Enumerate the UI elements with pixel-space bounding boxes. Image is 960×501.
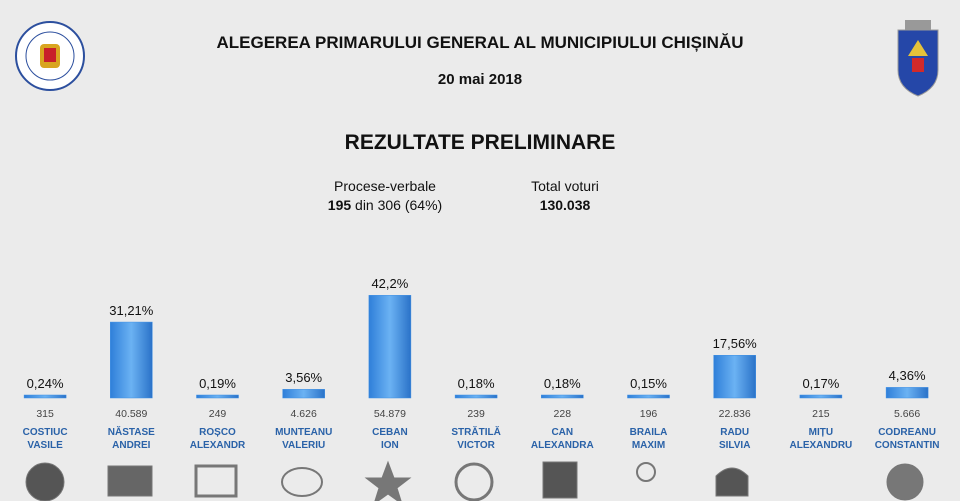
bar [799, 394, 843, 399]
candidate-name: MIȚU ALEXANDRU [789, 427, 853, 451]
value-label: 0,24% [26, 376, 64, 391]
bar [713, 355, 756, 399]
bar [454, 394, 498, 399]
vote-count: 239 [467, 408, 485, 420]
vote-count: 4.626 [290, 408, 317, 420]
vote-count: 215 [812, 408, 830, 420]
candidate-name: ROȘCO ALEXANDR [189, 427, 246, 451]
stat-value: 195 din 306 (64%) [290, 197, 480, 213]
candidate-name: NĂSTASE ANDREI [107, 427, 155, 451]
stat-label: Total voturi [531, 178, 599, 194]
value-label: 42,2% [371, 276, 409, 292]
vote-count: 228 [553, 408, 572, 420]
bar [368, 295, 412, 399]
candidate-name: CEBAN ION [372, 427, 408, 451]
vote-count: 54.879 [373, 408, 406, 420]
candidate-name: RADU SILVIA [718, 427, 751, 451]
bar [885, 387, 929, 399]
value-label: 3,56% [285, 370, 323, 386]
vote-count: 315 [36, 408, 54, 420]
bar [541, 394, 584, 399]
candidate-name: COSTIUC VASILE [22, 427, 68, 451]
cec-emblem [15, 21, 85, 91]
stat-label: Procese-verbale [334, 178, 436, 194]
title: ALEGEREA PRIMARULUI GENERAL AL MUNICIPIU… [216, 33, 744, 52]
bar [23, 394, 67, 399]
stat-value-bold: 195 [327, 197, 352, 213]
bar [627, 394, 670, 399]
value-label: 0,18% [457, 376, 495, 391]
candidate-name: STRĂTILĂ VICTOR [451, 427, 501, 451]
value-label: 0,18% [543, 376, 581, 391]
bar [196, 394, 239, 399]
value-label: 0,17% [802, 376, 840, 391]
vote-count: 196 [639, 408, 658, 420]
candidate-name: CODREANU CONSTANTIN [874, 427, 940, 451]
vote-count: 249 [208, 408, 227, 420]
stat-value-rest: din 306 (64%) [355, 197, 443, 213]
vote-count: 22.836 [718, 408, 751, 420]
chisinau-emblem [897, 20, 939, 97]
value-label: 4,36% [888, 368, 926, 384]
bar [110, 321, 153, 399]
value-label: 0,15% [630, 376, 667, 391]
bar [282, 389, 325, 399]
candidate-name: BRAILA MAXIM [629, 427, 668, 451]
stat-value: 130.038 [539, 197, 591, 213]
value-label: 17,56% [712, 336, 757, 352]
vote-count: 5.666 [893, 408, 921, 420]
party-logos [25, 460, 924, 501]
date: 20 mai 2018 [437, 71, 523, 88]
value-label: 0,19% [199, 376, 236, 391]
value-label: 31,21% [109, 303, 154, 319]
candidate-name: MUNTEANU VALERIU [275, 427, 333, 451]
heading: REZULTATE PRELIMINARE [344, 131, 616, 154]
vote-count: 40.589 [115, 408, 148, 420]
candidate-name: CAN ALEXANDRA [530, 427, 594, 451]
